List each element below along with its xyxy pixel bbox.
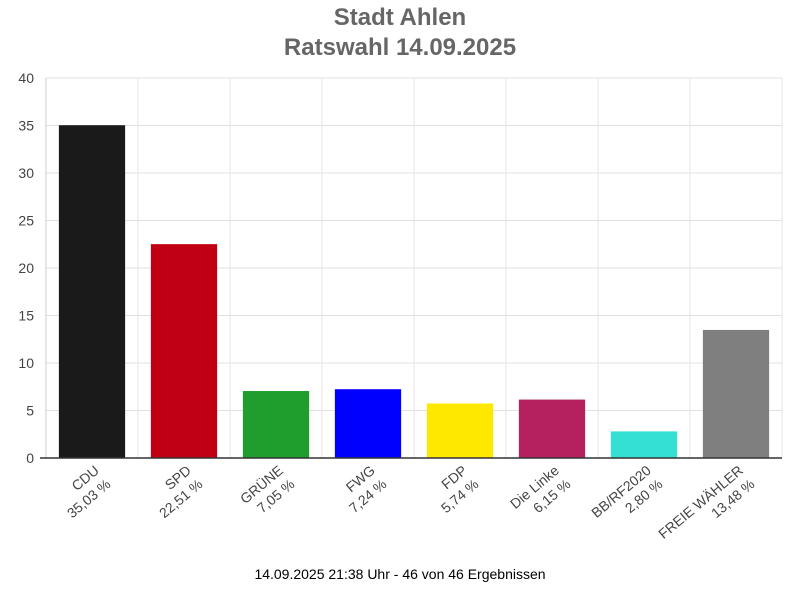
y-tick-label: 40 (18, 70, 34, 86)
y-tick-label: 5 (26, 403, 34, 419)
chart-title: Stadt Ahlen (333, 4, 467, 31)
y-tick-label: 20 (18, 260, 34, 276)
y-tick-label: 15 (18, 308, 34, 324)
y-tick-label: 25 (18, 213, 34, 229)
y-tick-label: 0 (26, 450, 34, 466)
result-status: 14.09.2025 21:38 Uhr - 46 von 46 Ergebni… (254, 566, 546, 582)
y-tick-label: 30 (18, 165, 34, 181)
bar-0 (58, 125, 126, 458)
bar-6 (610, 431, 678, 458)
bar-3 (334, 389, 402, 458)
y-tick-label: 35 (18, 118, 34, 134)
bar-2 (242, 391, 310, 458)
bar-5 (518, 399, 586, 458)
chart-subtitle: Ratswahl 14.09.2025 (283, 34, 517, 61)
y-tick-label: 10 (18, 355, 34, 371)
bar-1 (150, 244, 218, 458)
bar-4 (426, 403, 494, 458)
bar-7 (702, 329, 770, 458)
